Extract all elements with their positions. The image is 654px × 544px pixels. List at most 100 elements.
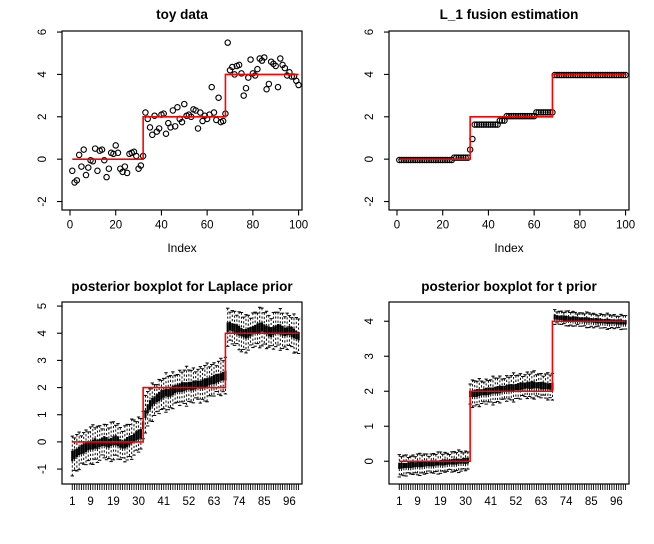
x-tick-label: 80 (573, 220, 586, 232)
data-point (455, 154, 462, 161)
data-point (171, 123, 179, 130)
plot-frame (388, 301, 630, 485)
box (407, 462, 410, 468)
box (128, 435, 131, 446)
data-point (453, 154, 460, 161)
box (96, 439, 99, 449)
data-point (540, 109, 547, 116)
data-point (414, 156, 421, 164)
box (160, 390, 163, 400)
y-tick-label: 4 (37, 71, 49, 78)
box (233, 323, 236, 334)
data-point (73, 177, 81, 184)
box (270, 327, 273, 338)
data-point (94, 167, 101, 175)
data-point (101, 156, 108, 164)
box (400, 462, 403, 469)
box (199, 380, 202, 389)
x-tick-label: 19 (107, 496, 120, 508)
box (185, 382, 188, 391)
box (409, 461, 412, 469)
data-point (247, 56, 254, 63)
box (505, 384, 508, 392)
box (148, 400, 152, 410)
box (539, 381, 543, 390)
box (84, 442, 88, 453)
box (416, 461, 419, 467)
box (194, 380, 197, 390)
x-tick-label: 30 (132, 496, 145, 508)
data-point (149, 131, 156, 139)
box (132, 433, 136, 442)
y-tick-label: 1 (364, 423, 376, 429)
box (583, 317, 586, 323)
box (137, 429, 140, 440)
box (405, 462, 408, 468)
data-point (114, 149, 122, 157)
x-tick-label: 41 (484, 496, 497, 508)
box (82, 443, 85, 454)
data-point (405, 156, 412, 164)
data-point (167, 124, 174, 131)
data-point (263, 86, 270, 93)
chart-title: L_1 fusion estimation (440, 7, 579, 22)
box (430, 460, 433, 467)
box (475, 389, 479, 397)
data-point (489, 121, 497, 128)
data-point (487, 121, 494, 128)
box (290, 326, 293, 338)
data-point (416, 156, 424, 164)
box (94, 438, 97, 449)
box (249, 326, 252, 337)
box (114, 435, 117, 446)
data-point (69, 167, 76, 175)
box (107, 438, 110, 448)
data-point (215, 94, 222, 101)
data-point (537, 109, 545, 116)
data-point (194, 125, 202, 132)
box (517, 383, 520, 391)
data-point (471, 121, 478, 128)
y-tick-label: 2 (37, 384, 49, 390)
box (119, 439, 122, 448)
x-tick-label: 52 (509, 496, 522, 508)
data-point (473, 121, 481, 128)
data-point (396, 156, 403, 164)
box (260, 322, 264, 332)
box (286, 327, 289, 336)
data-point (423, 156, 430, 164)
data-point (78, 163, 85, 170)
box (226, 322, 229, 333)
plot-frame (61, 30, 303, 211)
data-point (85, 164, 92, 171)
y-tick-label: 4 (364, 317, 376, 324)
data-point (295, 81, 302, 89)
box (98, 438, 101, 448)
data-point (75, 151, 83, 159)
box (402, 462, 405, 469)
x-tick-label: 9 (414, 496, 420, 508)
box (208, 377, 211, 386)
box (571, 316, 575, 322)
box (274, 325, 277, 334)
box (254, 324, 257, 334)
box (130, 434, 133, 444)
data-point (240, 92, 247, 99)
box (258, 322, 261, 333)
box (123, 439, 126, 449)
box (542, 381, 545, 390)
box (494, 386, 497, 394)
truth-step-line (72, 73, 299, 160)
x-tick-label: 96 (283, 496, 296, 508)
x-tick-label: 19 (434, 496, 447, 508)
box (190, 381, 193, 391)
box (222, 371, 225, 381)
x-tick-label: 100 (289, 220, 308, 232)
data-point (498, 117, 506, 124)
box (427, 461, 431, 467)
x-tick-label: 100 (616, 220, 635, 232)
data-point (123, 169, 131, 177)
x-tick-label: 0 (67, 220, 73, 232)
data-point (103, 173, 110, 181)
data-point (208, 83, 215, 91)
